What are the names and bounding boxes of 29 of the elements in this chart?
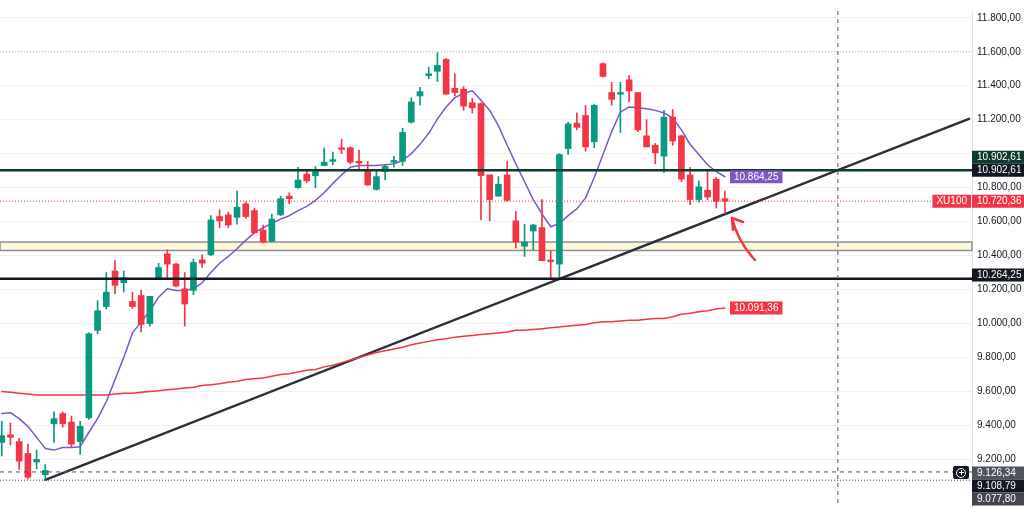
y-tick-label: 9.200,00: [977, 453, 1017, 465]
y-tick-label: 11.600,00: [977, 45, 1022, 57]
candlestick: [529, 223, 537, 250]
y-tick-label: 9.600,00: [977, 385, 1017, 397]
y-tick-label: 10.000,00: [977, 317, 1022, 329]
data-label: 10.091,36: [733, 302, 779, 314]
y-tick-label: 10.400,00: [977, 249, 1022, 261]
candlestick: [329, 151, 337, 166]
text: 9.108,79: [977, 480, 1017, 492]
y-tick-label: 10.600,00: [977, 215, 1022, 227]
y-tick-label: 11.800,00: [977, 11, 1022, 23]
y-tick-label: 9.400,00: [977, 419, 1017, 431]
y-tick-label: 11.400,00: [977, 79, 1022, 91]
ref-line-label: 10.720,36: [977, 195, 1022, 207]
candlestick: [390, 155, 398, 168]
ref-line-label: 10.902,61: [977, 151, 1022, 163]
y-tick-label: 10.200,00: [977, 283, 1022, 295]
y-tick-label: 9.800,00: [977, 351, 1017, 363]
y-tick-label: 10.800,00: [977, 181, 1022, 193]
ref-line-label: 9.126,34: [977, 467, 1017, 479]
data-label: 10.864,25: [733, 170, 779, 182]
text: 10.902,61: [977, 164, 1022, 176]
candlestick: [416, 87, 424, 106]
ref-line-label: 10.264,25: [977, 269, 1022, 281]
candlestick: [0, 420, 6, 457]
candlestick: [50, 411, 58, 443]
text: XU100: [936, 195, 968, 207]
ref-line-label: 9.077,80: [977, 493, 1017, 505]
y-tick-label: 11.200,00: [977, 113, 1022, 125]
